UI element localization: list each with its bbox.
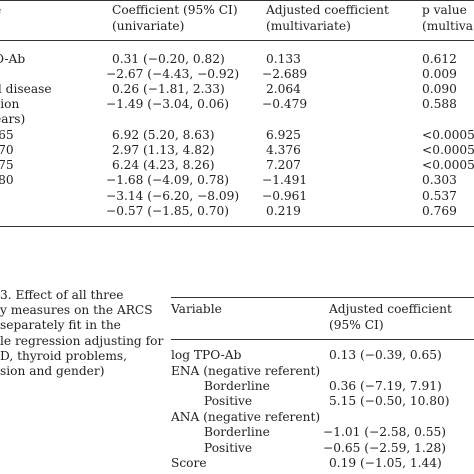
table2-row-value: 0.13 (−0.39, 0.65) <box>329 348 442 362</box>
table1-row-adj: 2.064 <box>266 82 301 96</box>
table2-row-value: 5.15 (−0.50, 10.80) <box>329 394 450 408</box>
caption-line: sion and gender) <box>0 364 105 378</box>
table2-row-value: 0.19 (−1.05, 1.44) <box>329 456 442 470</box>
table2-header-variable: Variable <box>171 302 222 316</box>
table1-row-adj: −0.479 <box>262 97 308 111</box>
table1-row-p: 0.090 <box>422 82 457 96</box>
table1-header-coefficient: Coefficient (95% CI) <box>112 3 238 17</box>
table1-row-p: 0.769 <box>422 204 457 218</box>
table1-row-label: -65 <box>0 128 14 142</box>
table2-header-rule <box>171 339 474 340</box>
table1-header-pvalue: p value <box>422 3 467 17</box>
table1-row-label: O-Ab <box>0 52 26 66</box>
table2-header-adjusted-sub: (95% CI) <box>329 318 384 332</box>
table1-row-p: <0.0005 <box>422 143 474 157</box>
table1-header-rule <box>0 40 474 41</box>
table1-row-p: <0.0005 <box>422 158 474 172</box>
table1-row-adj: −1.491 <box>262 173 308 187</box>
table2-row-label: Score <box>171 456 207 470</box>
table2-row-label: Positive <box>204 394 253 408</box>
table1-row-coef: −3.14 (−6.20, −8.09) <box>106 189 240 203</box>
table1-row-label: ears) <box>0 112 26 126</box>
table1-row-adj: 7.207 <box>266 158 301 172</box>
table2-row-value: −1.01 (−2.58, 0.55) <box>323 425 446 439</box>
caption-line: D, thyroid problems, <box>0 349 128 363</box>
table1-row-adj: −2.689 <box>262 67 308 81</box>
table2-row-value: −0.65 (−2.59, 1.28) <box>323 441 446 455</box>
table1-row-coef: 2.97 (1.13, 4.82) <box>112 143 215 157</box>
table2-row-label: ANA (negative referent) <box>171 410 321 424</box>
table2-row-label: Borderline <box>204 425 270 439</box>
table1-row-adj: 0.133 <box>266 52 301 66</box>
table1-row-label: d disease <box>0 82 52 96</box>
table2-header-adjusted: Adjusted coefficient <box>329 302 452 316</box>
table1-row-label: -70 <box>0 143 14 157</box>
table1-row-adj: −0.961 <box>262 189 308 203</box>
table1-row-p: 0.009 <box>422 67 457 81</box>
table1-row-coef: −2.67 (−4.43, −0.92) <box>106 67 240 81</box>
table2-row-label: log TPO-Ab <box>171 348 242 362</box>
table1-row-p: 0.537 <box>422 189 457 203</box>
table1-row-p: 0.588 <box>422 97 457 111</box>
table1-row-p: 0.303 <box>422 173 457 187</box>
table1-row-adj: 6.925 <box>266 128 301 142</box>
table1-row-coef: 6.24 (4.23, 8.26) <box>112 158 215 172</box>
caption-line: 3. Effect of all three <box>0 288 124 302</box>
table1-bottom-rule <box>0 226 474 227</box>
table1-row-label: -80 <box>0 173 14 187</box>
table1-row-coef: 0.31 (−0.20, 0.82) <box>112 52 225 66</box>
table1-row-coef: 6.92 (5.20, 8.63) <box>112 128 215 142</box>
table1-row-label: sion <box>0 97 20 111</box>
table1-row-coef: −0.57 (−1.85, 0.70) <box>106 204 229 218</box>
table1-row-coef: −1.49 (−3.04, 0.06) <box>106 97 229 111</box>
table2-top-rule <box>171 297 474 298</box>
table1-row-p: <0.0005 <box>422 128 474 142</box>
table1-row-adj: 4.376 <box>266 143 301 157</box>
table1-header-variable: e <box>0 3 1 17</box>
caption-line: y measures on the ARCS <box>0 303 153 317</box>
table1-top-rule <box>0 0 474 1</box>
table1-row-label: -75 <box>0 158 14 172</box>
caption-line: separately fit in the <box>0 318 121 332</box>
table1-header-pvalue-sub: (multiva <box>422 19 474 33</box>
table1-row-coef: −1.68 (−4.09, 0.78) <box>106 173 229 187</box>
table1-header-adjusted: Adjusted coefficient <box>266 3 389 17</box>
table2-row-value: 0.36 (−7.19, 7.91) <box>329 379 442 393</box>
table1-row-p: 0.612 <box>422 52 457 66</box>
table1-row-adj: 0.219 <box>266 204 301 218</box>
caption-line: le regression adjusting for <box>0 334 164 348</box>
table2-row-label: Positive <box>204 441 253 455</box>
table1-header-coefficient-sub: (univariate) <box>112 19 185 33</box>
table2-row-label: ENA (negative referent) <box>171 364 321 378</box>
table2-row-label: Borderline <box>204 379 270 393</box>
table1-row-coef: 0.26 (−1.81, 2.33) <box>112 82 225 96</box>
table1-header-adjusted-sub: (multivariate) <box>266 19 351 33</box>
